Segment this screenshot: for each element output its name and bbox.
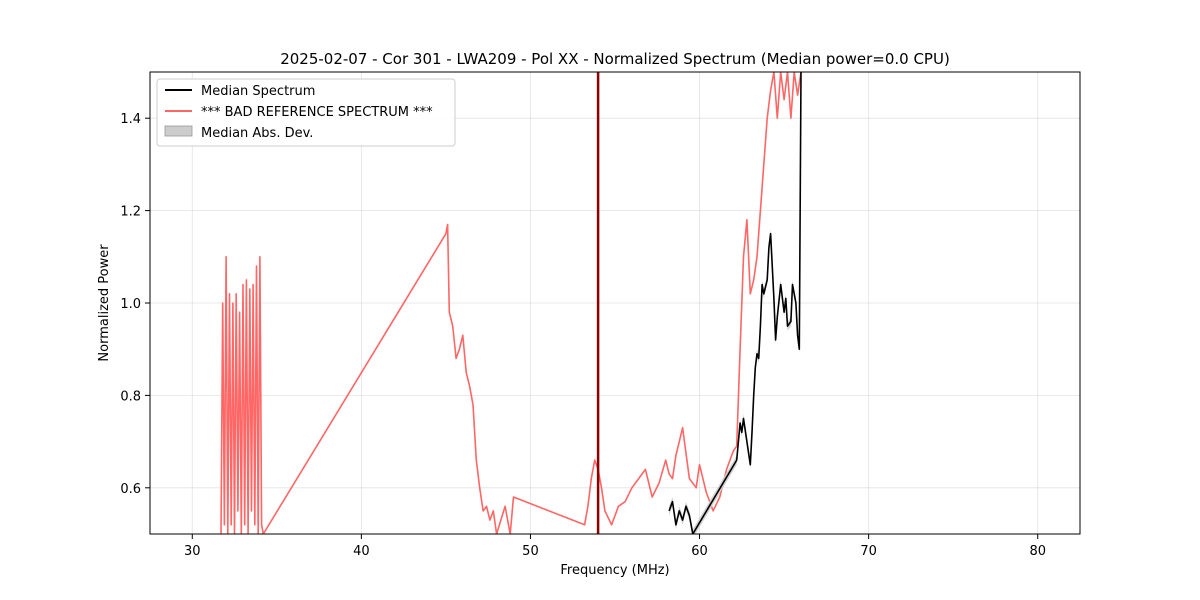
median-spectrum-line xyxy=(668,72,802,534)
x-tick-label: 70 xyxy=(860,544,877,559)
x-tick-label: 50 xyxy=(522,544,539,559)
legend: Median Spectrum *** BAD REFERENCE SPECTR… xyxy=(156,78,456,147)
chart-title: 2025-02-07 - Cor 301 - LWA209 - Pol XX -… xyxy=(280,50,950,68)
y-tick-label: 1.4 xyxy=(120,112,141,127)
x-tick-label: 30 xyxy=(184,544,201,559)
plot-area xyxy=(220,72,802,534)
y-tick-label: 0.8 xyxy=(120,389,141,404)
legend-box xyxy=(156,78,456,147)
y-tick-label: 0.6 xyxy=(120,482,141,497)
legend-swatch-mad xyxy=(164,125,193,137)
x-axis-label: Frequency (MHz) xyxy=(560,563,669,578)
x-tick-label: 80 xyxy=(1029,544,1046,559)
legend-label-bad-reference: *** BAD REFERENCE SPECTRUM *** xyxy=(201,105,433,120)
y-tick-label: 1.0 xyxy=(120,297,141,312)
x-tick-label: 60 xyxy=(691,544,708,559)
legend-label-median: Median Spectrum xyxy=(201,84,315,99)
bad-reference-spectrum-line xyxy=(220,72,802,534)
axis-ticks: 30 40 50 60 70 80 0.6 0.8 1.0 1.2 1.4 xyxy=(120,112,1046,559)
y-axis-label: Normalized Power xyxy=(97,244,112,362)
legend-label-mad: Median Abs. Dev. xyxy=(201,126,313,141)
y-tick-label: 1.2 xyxy=(120,205,141,220)
x-tick-label: 40 xyxy=(353,544,370,559)
